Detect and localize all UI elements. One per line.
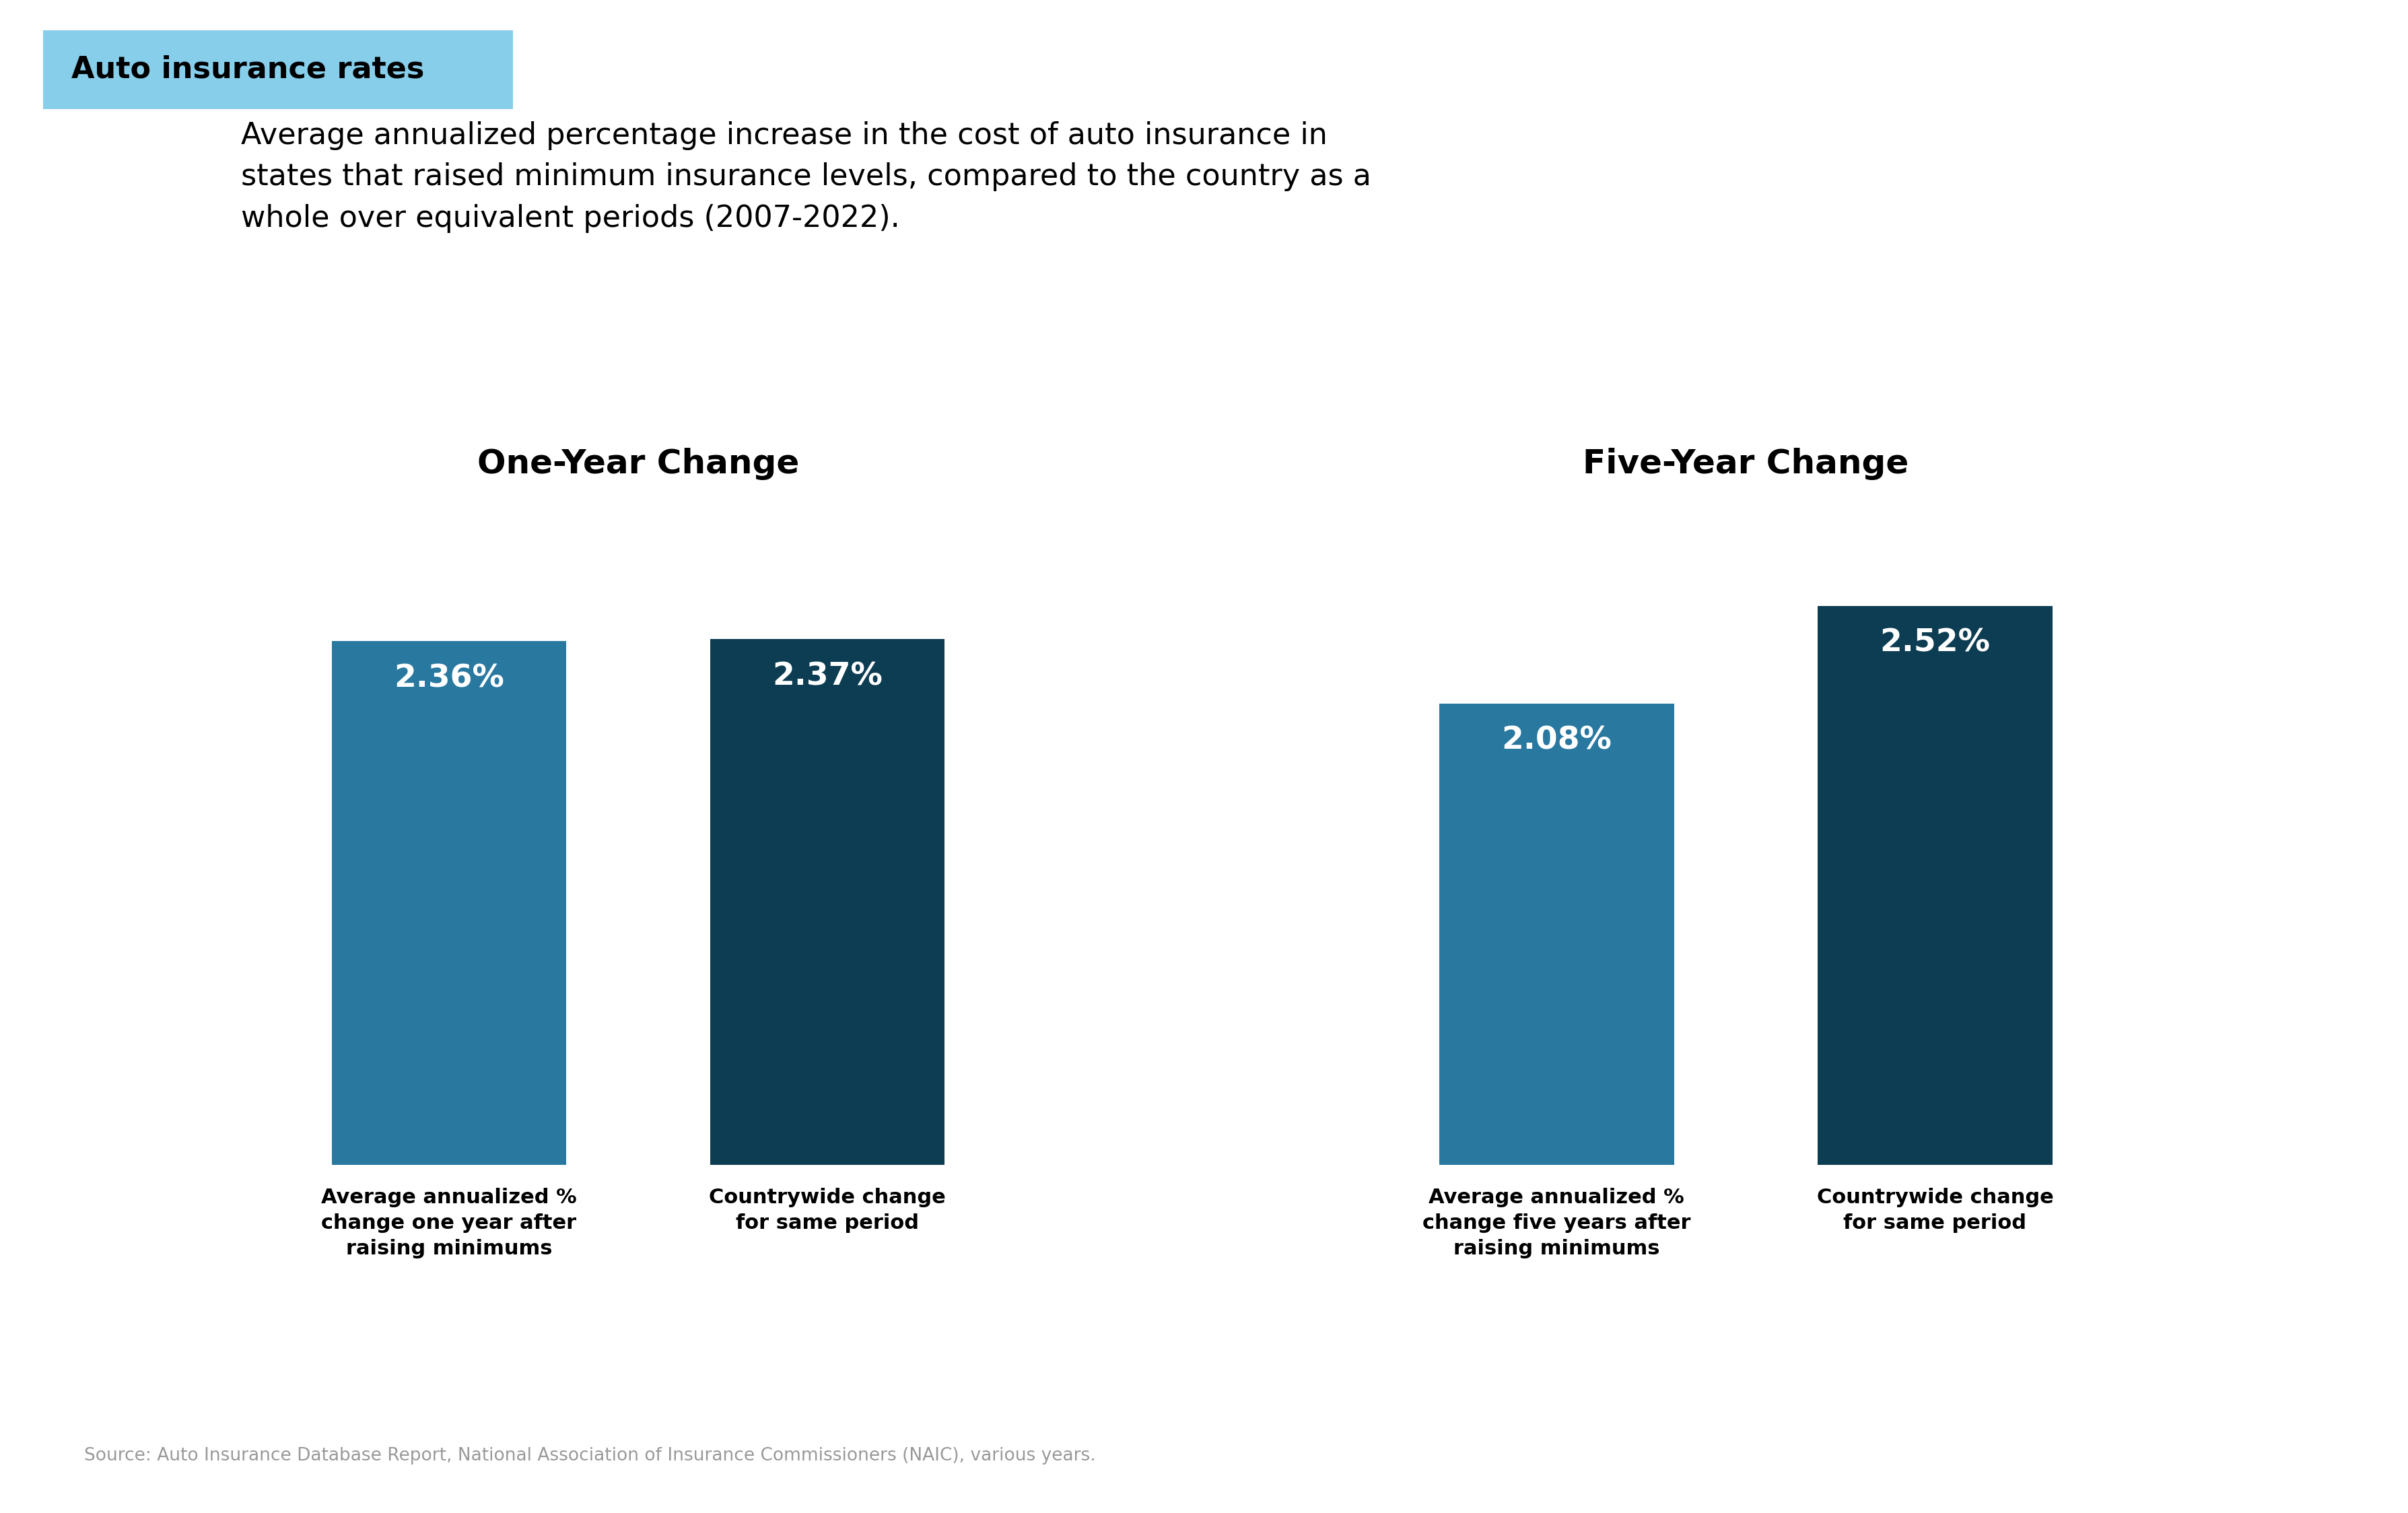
Title: Five-Year Change: Five-Year Change [1582, 448, 1910, 480]
Text: Source: Auto Insurance Database Report, National Association of Insurance Commis: Source: Auto Insurance Database Report, … [84, 1446, 1096, 1465]
Text: Countrywide change
for same period: Countrywide change for same period [1816, 1188, 2054, 1233]
Text: 2.37%: 2.37% [773, 661, 881, 691]
Text: Average annualized %
change one year after
raising minimums: Average annualized % change one year aft… [320, 1188, 578, 1259]
Text: Auto insurance rates: Auto insurance rates [72, 54, 424, 85]
FancyBboxPatch shape [43, 30, 513, 109]
Text: Average annualized percentage increase in the cost of auto insurance in
states t: Average annualized percentage increase i… [241, 121, 1370, 233]
Text: Countrywide change
for same period: Countrywide change for same period [708, 1188, 946, 1233]
Text: 2.52%: 2.52% [1881, 628, 1989, 658]
Bar [1818, 605, 2052, 1165]
Text: 2.08%: 2.08% [1503, 726, 1611, 756]
Text: 2.36%: 2.36% [395, 664, 503, 694]
Text: Average annualized %
change five years after
raising minimums: Average annualized % change five years a… [1423, 1188, 1690, 1259]
Title: One-Year Change: One-Year Change [477, 448, 799, 480]
Bar [710, 638, 944, 1165]
Bar [1440, 704, 1674, 1165]
Bar [332, 642, 566, 1165]
